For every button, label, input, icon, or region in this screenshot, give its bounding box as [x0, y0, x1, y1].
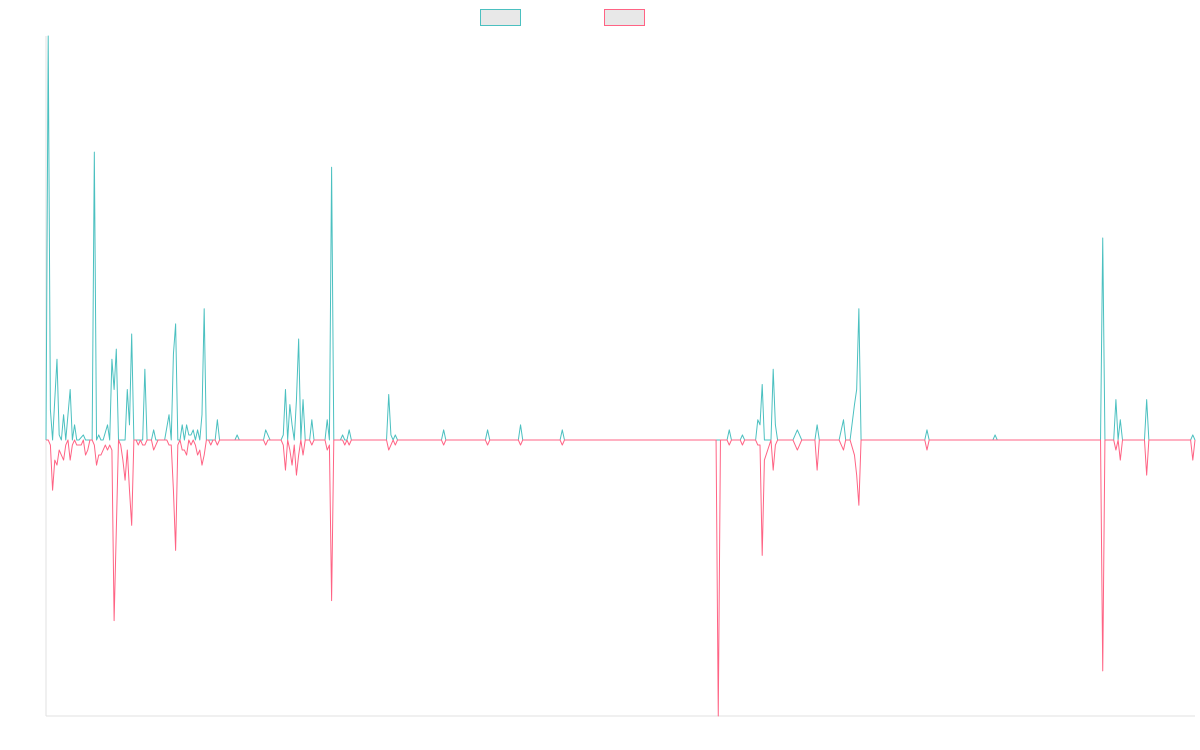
- chart-legend: [480, 9, 645, 26]
- series-line-2: [46, 439, 1196, 717]
- series-line-1: [45, 35, 1196, 441]
- legend-swatch-1[interactable]: [480, 9, 521, 26]
- legend-swatch-2[interactable]: [604, 9, 645, 26]
- chart-axes: [45, 36, 1195, 717]
- chart-series-layer: [45, 35, 1196, 717]
